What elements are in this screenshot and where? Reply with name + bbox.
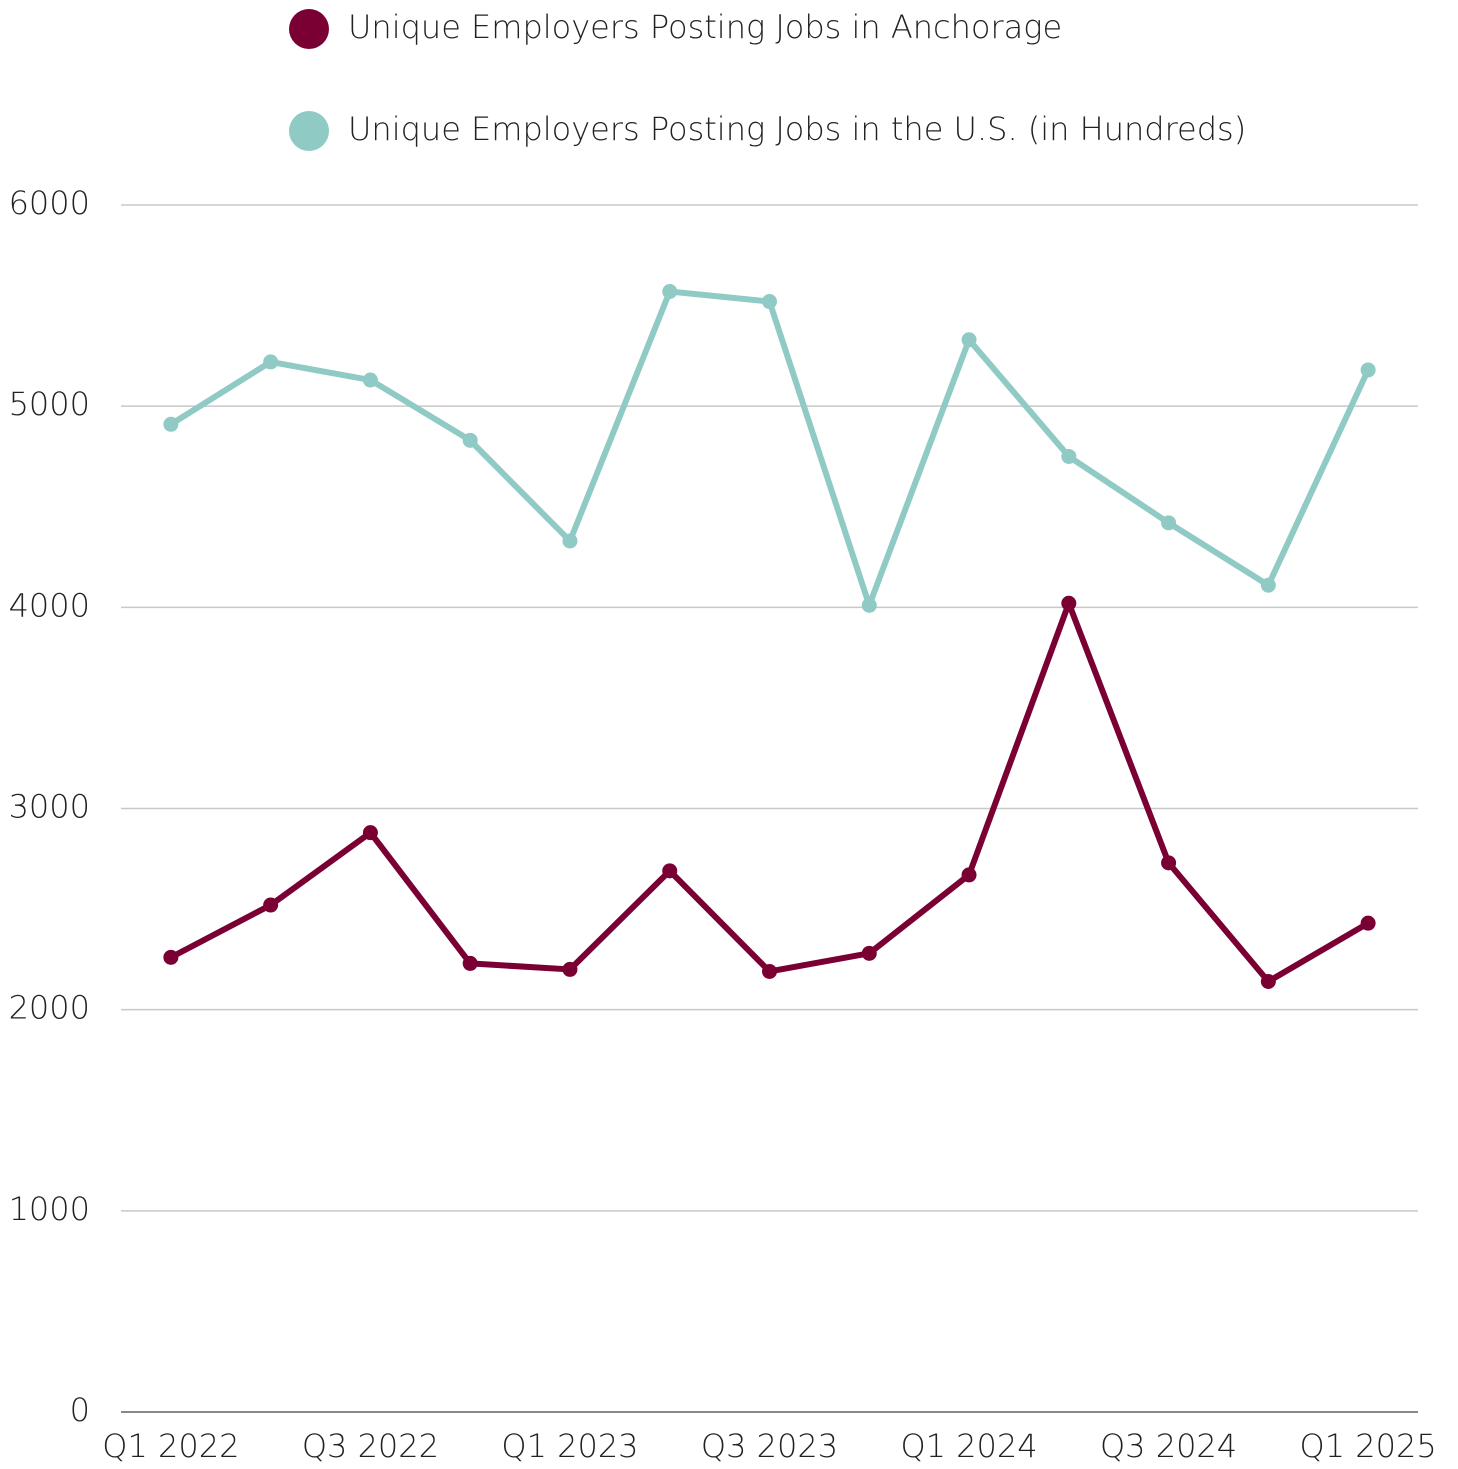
data-point — [1161, 515, 1177, 531]
data-point — [1260, 577, 1276, 593]
data-point — [263, 354, 279, 370]
legend-marker — [289, 111, 329, 151]
data-point — [662, 284, 678, 300]
x-tick-label: Q1 2023 — [501, 1427, 638, 1465]
data-point — [1360, 362, 1376, 378]
data-point — [1061, 595, 1077, 611]
x-tick-label: Q3 2023 — [701, 1427, 838, 1465]
data-point — [861, 597, 877, 613]
data-point — [961, 332, 977, 348]
data-point — [1161, 855, 1177, 871]
y-tick-label: 3000 — [9, 788, 90, 826]
y-tick-label: 2000 — [9, 989, 90, 1027]
legend-label: Unique Employers Posting Jobs in Anchora… — [348, 8, 1062, 46]
data-point — [1360, 915, 1376, 931]
y-tick-label: 5000 — [9, 385, 90, 423]
series-line — [169, 288, 1371, 609]
data-point — [163, 949, 179, 965]
data-point — [961, 867, 977, 883]
data-point — [562, 961, 578, 977]
x-tick-label: Q1 2024 — [900, 1427, 1037, 1465]
data-point — [362, 372, 378, 388]
legend-label: Unique Employers Posting Jobs in the U.S… — [348, 110, 1246, 148]
data-point — [1061, 448, 1077, 464]
y-tick-label: 1000 — [9, 1190, 90, 1228]
data-point — [462, 432, 478, 448]
data-point — [861, 945, 877, 961]
series-line — [169, 600, 1370, 985]
data-point — [263, 897, 279, 913]
y-tick-label: 4000 — [9, 586, 90, 624]
data-point — [1260, 974, 1276, 990]
y-tick-label: 6000 — [9, 184, 90, 222]
data-point — [462, 955, 478, 971]
data-point — [762, 294, 777, 310]
x-tick-label: Q1 2025 — [1300, 1427, 1437, 1465]
data-point — [662, 863, 678, 879]
data-point — [163, 416, 179, 432]
legend-marker — [289, 9, 329, 49]
data-point — [562, 533, 578, 549]
data-point — [762, 963, 777, 979]
y-tick-label: 0 — [70, 1391, 90, 1429]
x-tick-label: Q3 2024 — [1100, 1427, 1237, 1465]
data-point — [362, 825, 378, 841]
x-tick-label: Q3 2022 — [302, 1427, 439, 1465]
x-tick-label: Q1 2022 — [102, 1427, 239, 1465]
